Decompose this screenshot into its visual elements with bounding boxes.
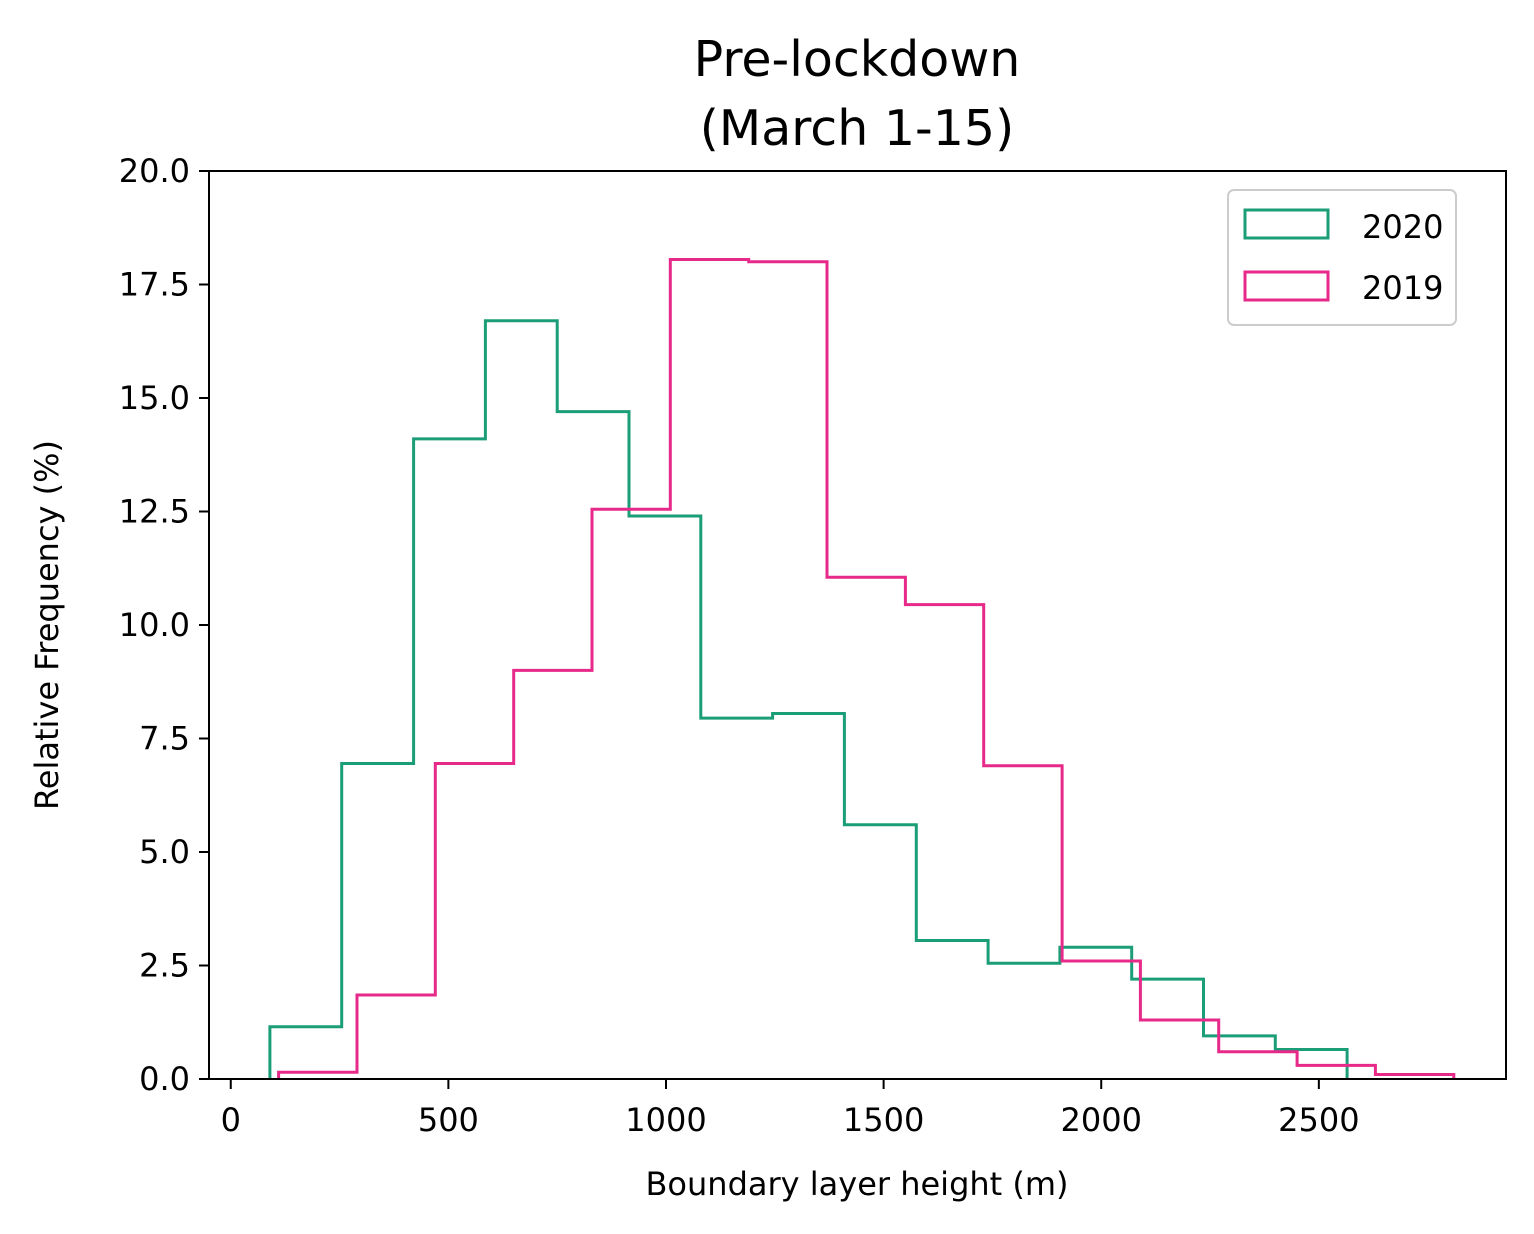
series-outline-2019 (277, 258, 1456, 1079)
x-axis-label: Boundary layer height (m) (645, 1165, 1068, 1203)
series-layer (268, 258, 1456, 1079)
x-tick-label-2500: 2500 (1278, 1101, 1359, 1139)
chart-title-line-2: (March 1-15) (700, 100, 1014, 157)
legend: 2020 2019 (1227, 189, 1457, 326)
x-tick-label-0: 0 (221, 1101, 241, 1139)
y-tick-label-7.5: 7.5 (139, 720, 190, 758)
y-tick-label-17.5: 17.5 (119, 266, 190, 304)
y-tick-label-15: 15.0 (119, 379, 190, 417)
x-tick-label-2000: 2000 (1061, 1101, 1142, 1139)
legend-frame (1227, 189, 1457, 326)
chart-title-line-1: Pre-lockdown (694, 31, 1021, 88)
x-tick-label-1000: 1000 (625, 1101, 706, 1139)
y-tick-label-0: 0.0 (139, 1060, 190, 1098)
y-tick-label-20: 20.0 (119, 152, 190, 190)
legend-swatch-2020 (1243, 208, 1330, 240)
series-outline-2020 (268, 319, 1349, 1079)
legend-swatch-2019 (1243, 270, 1330, 302)
legend-label-2020: 2020 (1362, 208, 1443, 246)
y-tick-label-2.5: 2.5 (139, 947, 190, 985)
y-axis: 0.0 2.5 5.0 7.5 10.0 12.5 15.0 17.5 20.0 (119, 152, 209, 1098)
x-tick-label-500: 500 (418, 1101, 479, 1139)
x-axis: 0 500 1000 1500 2000 2500 (221, 1079, 1360, 1139)
y-tick-label-5: 5.0 (139, 833, 190, 871)
y-tick-label-10: 10.0 (119, 606, 190, 644)
legend-label-2019: 2019 (1362, 269, 1443, 307)
x-tick-label-1500: 1500 (843, 1101, 924, 1139)
y-tick-label-12.5: 12.5 (119, 493, 190, 531)
y-axis-label: Relative Frequency (%) (28, 440, 66, 810)
